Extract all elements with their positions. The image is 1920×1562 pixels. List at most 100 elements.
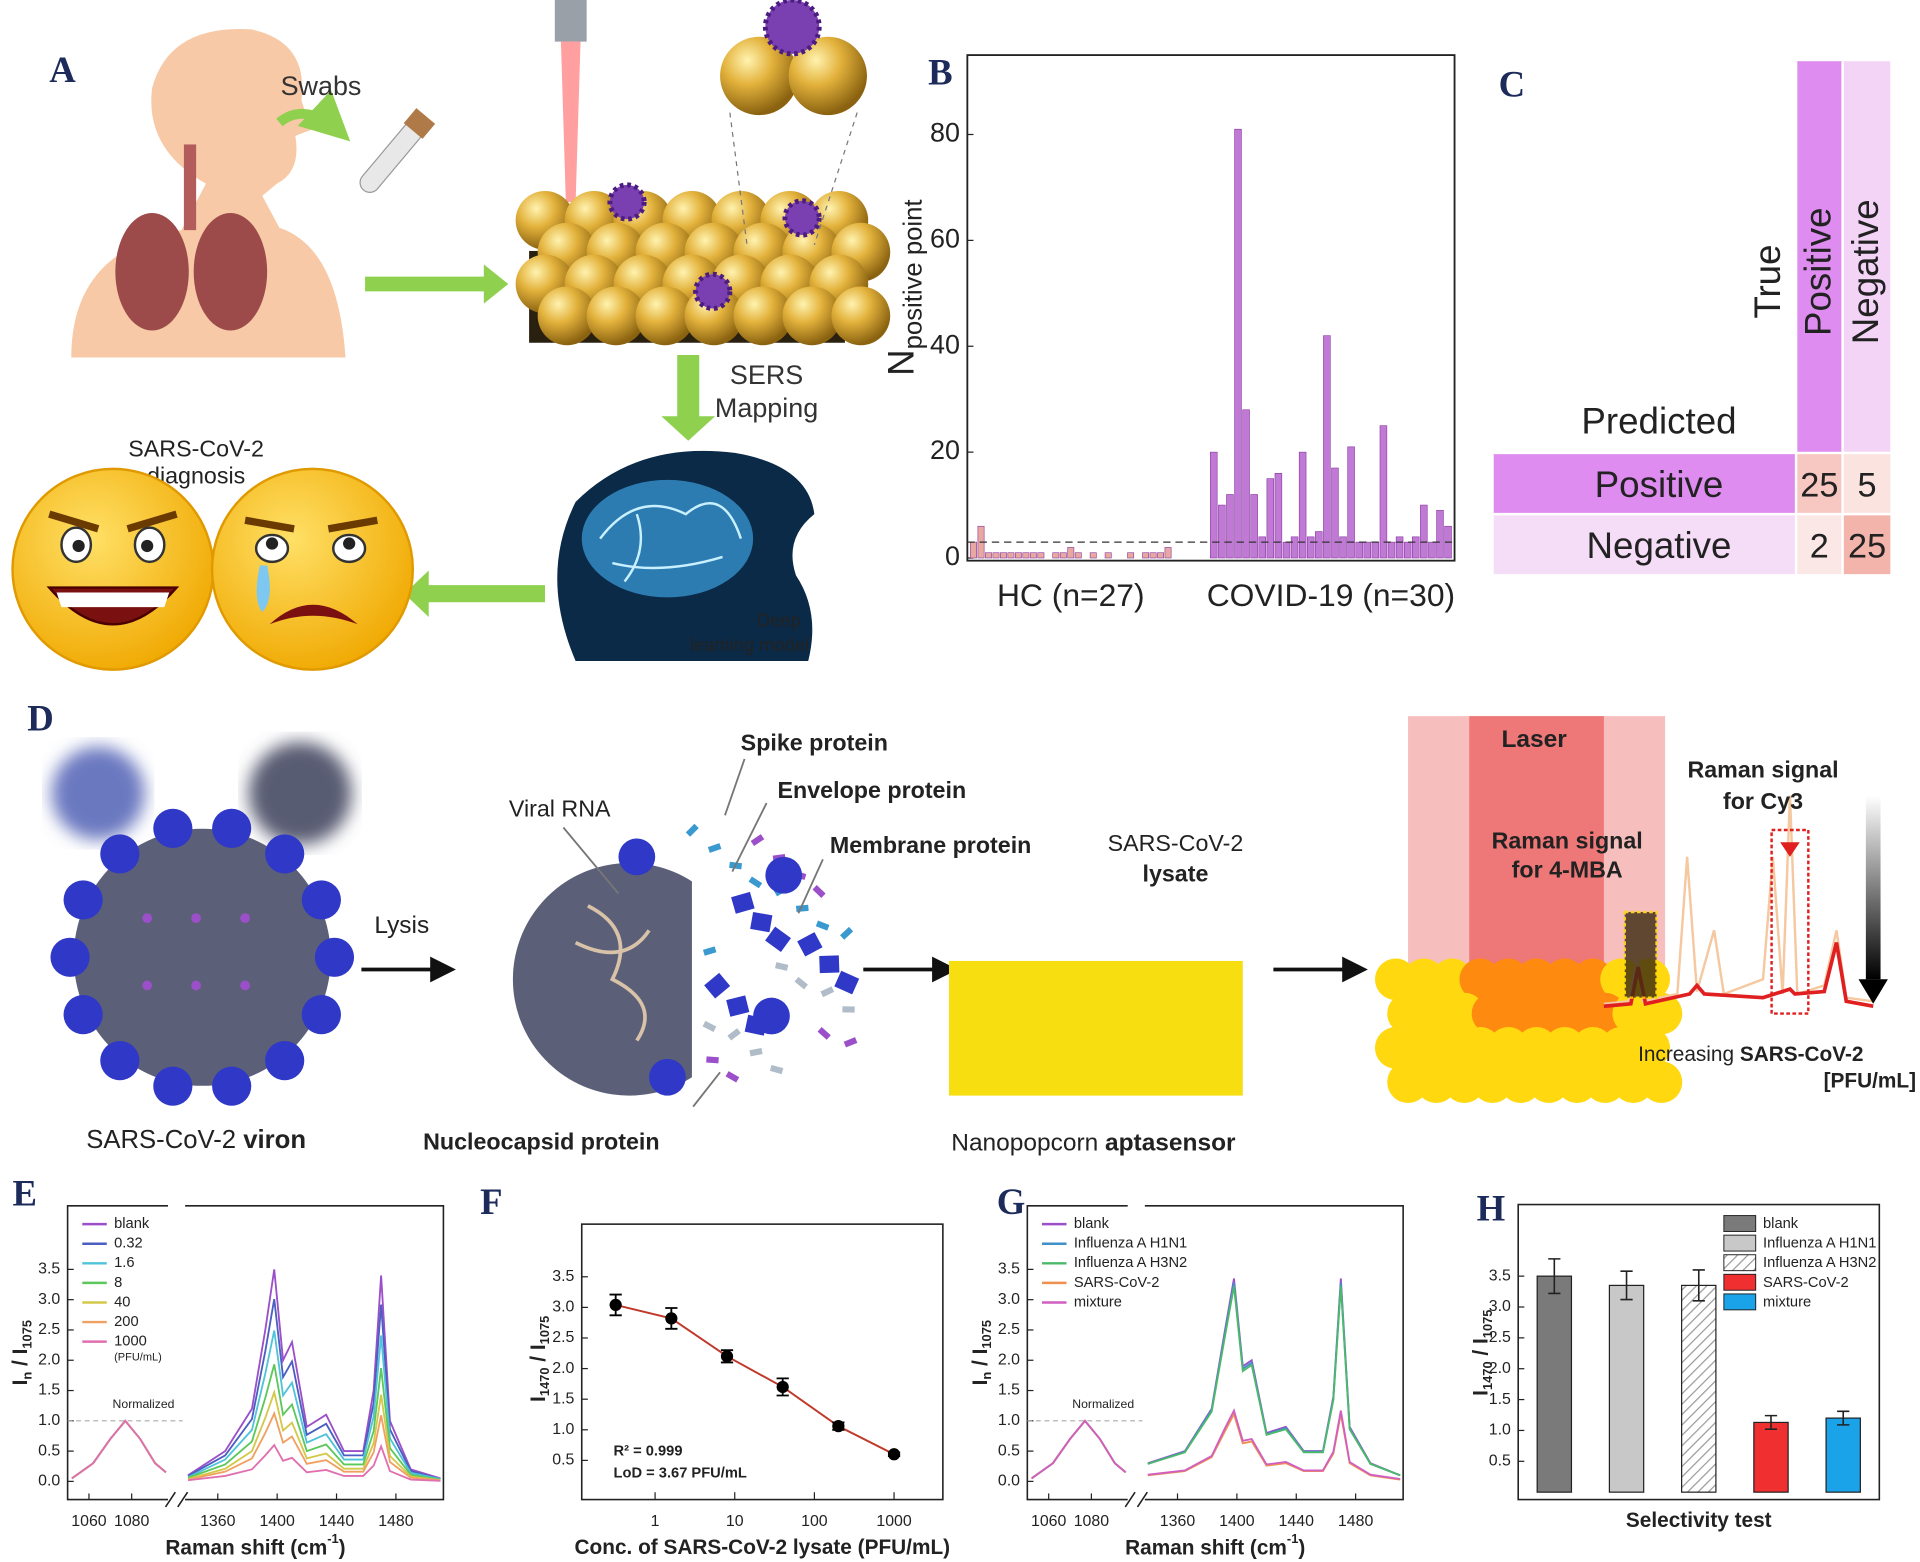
data-point (609, 1298, 622, 1312)
spectrum (1031, 1408, 1401, 1480)
gold-substrate (515, 182, 891, 346)
label-part: ) (1298, 1536, 1305, 1559)
panel-letter: A (49, 49, 76, 90)
legend-label: 0.32 (114, 1236, 143, 1252)
y-tick-label: 0 (945, 541, 960, 571)
spike (212, 808, 252, 848)
envelope-dot (240, 913, 250, 923)
lung (115, 213, 189, 331)
y-tick-label: 3.5 (998, 1261, 1020, 1278)
legend-label: 8 (114, 1275, 122, 1291)
row-header (1493, 452, 1797, 515)
sensor-substrate (1374, 958, 1683, 1103)
legend-label: Influenza A H1N1 (1074, 1236, 1187, 1252)
y-tick-label: 2.5 (998, 1321, 1020, 1338)
x-tick-label: 1 (651, 1513, 660, 1530)
legend-label: Influenza A H1N1 (1763, 1236, 1876, 1252)
true-label: True (1747, 244, 1788, 318)
bar (1306, 536, 1315, 559)
legend-label: 1000 (114, 1334, 147, 1350)
bar (1395, 536, 1404, 559)
nanopopcorn-substrate (948, 960, 1243, 1096)
label-part: 1075 (980, 1320, 995, 1349)
label-mba: Raman signal (1492, 827, 1643, 853)
bar (1022, 552, 1030, 559)
y-tick-label: 80 (930, 118, 960, 148)
virus (693, 271, 733, 311)
bar (1339, 536, 1347, 559)
protein (769, 1065, 784, 1075)
y-tick-label: 0.5 (552, 1452, 574, 1469)
label-part: / I (1469, 1338, 1492, 1361)
bar (1315, 531, 1323, 559)
spike (765, 856, 803, 894)
x-tick-label: 100 (801, 1513, 828, 1530)
brain (581, 479, 754, 598)
row-label: Negative (1587, 525, 1732, 566)
label-lysate: lysate (1142, 860, 1208, 886)
spike (301, 880, 341, 920)
nanoparticle (782, 286, 842, 346)
y-axis-label: In / I1075 (968, 1320, 994, 1385)
y-tick-label: 2.0 (1489, 1360, 1511, 1377)
label-part: / I (526, 1344, 549, 1367)
nanoparticle (586, 286, 646, 346)
peak-marker (1780, 842, 1800, 857)
data-point (776, 1380, 789, 1394)
fit-curve (615, 1303, 895, 1456)
label-part: 1075 (1480, 1310, 1495, 1339)
bar (1149, 552, 1157, 559)
protein (704, 972, 731, 999)
bar (1250, 494, 1258, 559)
bar (1347, 446, 1355, 559)
label-part: 1075 (20, 1320, 35, 1349)
bar (1403, 541, 1412, 559)
predicted-label: Predicted (1581, 400, 1736, 441)
y-tick-label: 2.0 (552, 1360, 574, 1377)
y-tick-label: 0.0 (998, 1473, 1020, 1490)
plot-frame (1517, 1203, 1881, 1501)
matrix-cell (1796, 514, 1843, 576)
legend-swatch (1723, 1234, 1757, 1252)
y-tick-label: 2.0 (38, 1351, 60, 1368)
data-point (720, 1350, 734, 1363)
row-label: Positive (1595, 464, 1724, 505)
brain-veins (599, 502, 743, 583)
spike (212, 1066, 252, 1106)
spike (618, 838, 656, 876)
flow-arrow (661, 355, 716, 441)
y-axis-label: I1470 / I1075 (1469, 1310, 1495, 1396)
label-part: 1470 (1480, 1361, 1495, 1390)
spike-proteins (50, 808, 355, 1106)
mba-peak-box (1623, 910, 1658, 999)
legend-swatch (1723, 1293, 1757, 1311)
spike (153, 1066, 193, 1106)
plot-frame (580, 1223, 944, 1501)
cell-borders (1493, 61, 1893, 577)
y-tick-label: 1.5 (998, 1382, 1020, 1399)
y-tick-label: 3.5 (1489, 1267, 1511, 1284)
x-axis-label: Raman shift (cm-1) (1125, 1531, 1305, 1559)
label-part: I (968, 1380, 991, 1386)
protein (817, 1027, 831, 1040)
y-tick-label: 0.5 (998, 1442, 1020, 1459)
x-axis-label: Raman shift (cm-1) (165, 1531, 345, 1559)
y-tick-label: 3.0 (38, 1291, 60, 1308)
y-tick-label: 1.0 (1489, 1422, 1511, 1439)
x-tick-label: 1060 (71, 1513, 107, 1530)
error-bar (1548, 1258, 1561, 1295)
y-tick-label: 3.5 (38, 1261, 60, 1278)
legend-swatch (1723, 1273, 1757, 1291)
y-tick-label: 60 (930, 223, 960, 253)
bar (1014, 552, 1022, 559)
x-axis-label: Conc. of SARS-CoV-2 lysate (PFU/mL) (575, 1536, 951, 1559)
protein (702, 946, 717, 956)
error-bar (1692, 1269, 1705, 1302)
popcorn-particle (1640, 1061, 1683, 1103)
legend-label: mixture (1074, 1294, 1122, 1310)
label-spike: Spike protein (741, 729, 888, 755)
bar (1258, 536, 1266, 559)
charts: 0 20 40 60 80 HC (n=27) COVID-19 (n=30) Npositi… (9, 54, 1881, 1559)
spike (265, 1041, 305, 1081)
y-tick-label: 1.0 (38, 1412, 60, 1429)
